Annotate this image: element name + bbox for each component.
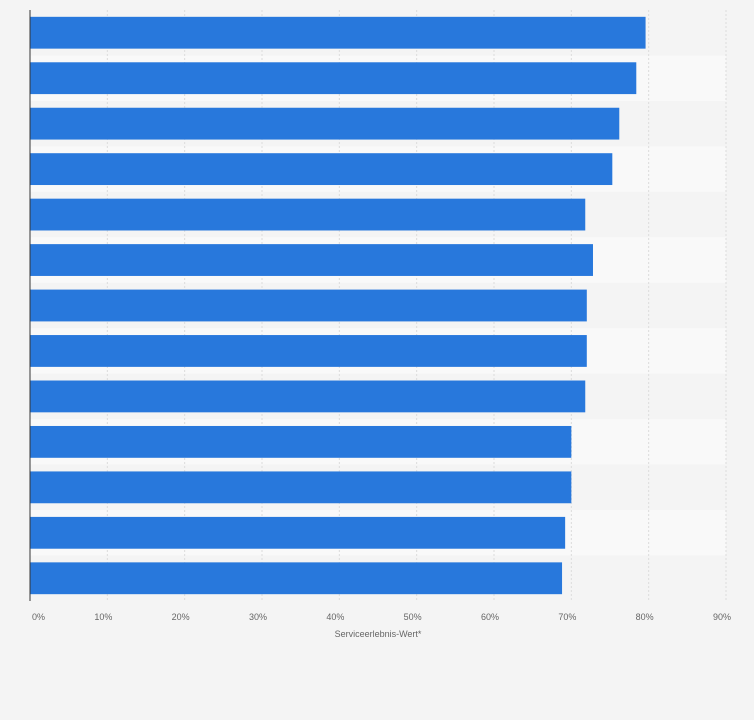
bar[interactable] — [30, 289, 587, 322]
bar[interactable] — [30, 107, 620, 140]
x-tick-label: 70% — [558, 612, 576, 622]
bar[interactable] — [30, 562, 563, 595]
bar[interactable] — [30, 380, 586, 413]
x-tick-label: 50% — [404, 612, 422, 622]
bar[interactable] — [30, 62, 637, 95]
x-tick-label: 0% — [32, 612, 45, 622]
bar[interactable] — [30, 516, 566, 549]
x-tick-label: 80% — [636, 612, 654, 622]
bar[interactable] — [30, 198, 586, 231]
x-tick-label: 30% — [249, 612, 267, 622]
bar[interactable] — [30, 471, 572, 504]
x-tick-label: 90% — [713, 612, 731, 622]
x-axis-ticks: 0% 10% 20% 30% 40% 50% 60% 70% 80% 90% — [32, 612, 731, 622]
bar[interactable] — [30, 335, 587, 367]
bar[interactable] — [30, 153, 613, 186]
x-tick-label: 60% — [481, 612, 499, 622]
bar[interactable] — [30, 16, 646, 49]
x-tick-label: 40% — [326, 612, 344, 622]
bar[interactable] — [30, 244, 593, 276]
bar[interactable] — [30, 425, 572, 458]
x-axis-title: Serviceerlebnis-Wert* — [335, 629, 422, 639]
bars — [30, 16, 646, 595]
x-tick-label: 20% — [172, 612, 190, 622]
x-tick-label: 10% — [94, 612, 112, 622]
